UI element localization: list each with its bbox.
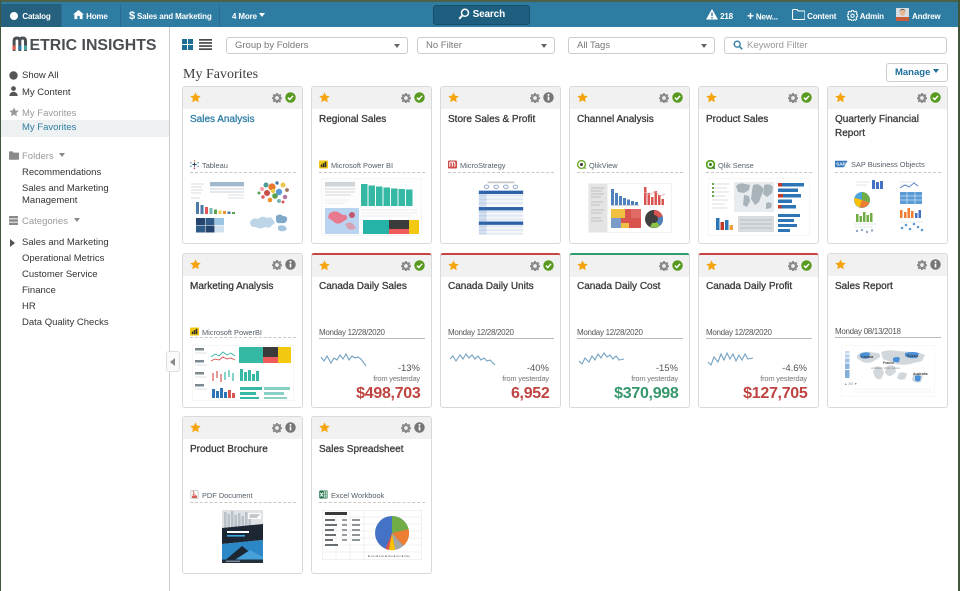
- svg-text:Canada: Canada: [861, 355, 873, 359]
- svg-text:ut Metus Virgis labore: ut Metus Virgis labore: [871, 366, 900, 370]
- svg-text:Russia: Russia: [907, 354, 918, 358]
- svg-text:▲ 3/5 ▼: ▲ 3/5 ▼: [844, 382, 857, 386]
- svg-text:■ Jan ■ Feb ■ Mar ■ Apr ■ May: ■ Jan ■ Feb ■ Mar ■ Apr ■ May: [368, 554, 410, 558]
- svg-text:Australia: Australia: [913, 372, 928, 376]
- svg-text:ETRIC INSIGHTS: ETRIC INSIGHTS: [30, 37, 157, 51]
- svg-text:France: France: [883, 361, 894, 365]
